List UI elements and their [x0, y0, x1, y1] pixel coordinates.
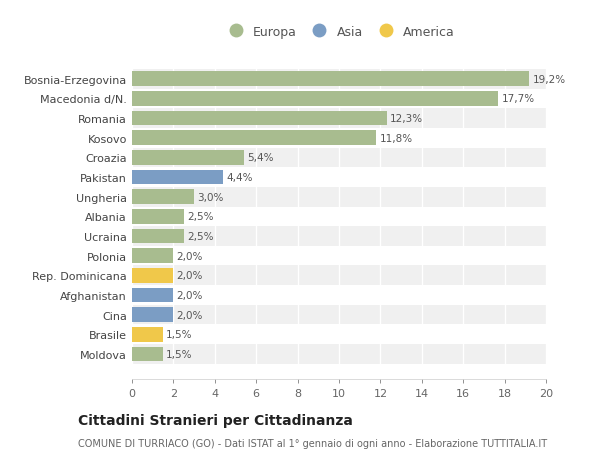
- Text: 17,7%: 17,7%: [502, 94, 535, 104]
- Bar: [132, 227, 546, 246]
- Bar: [132, 325, 546, 344]
- Text: 12,3%: 12,3%: [390, 114, 423, 124]
- Bar: [132, 170, 223, 185]
- Bar: [132, 229, 184, 244]
- Text: 2,0%: 2,0%: [176, 271, 203, 281]
- Bar: [132, 209, 184, 224]
- Text: Cittadini Stranieri per Cittadinanza: Cittadini Stranieri per Cittadinanza: [78, 414, 353, 428]
- Text: 5,4%: 5,4%: [247, 153, 274, 163]
- Bar: [132, 344, 546, 364]
- Legend: Europa, Asia, America: Europa, Asia, America: [223, 26, 455, 39]
- Bar: [132, 207, 546, 227]
- Text: 1,5%: 1,5%: [166, 349, 193, 359]
- Text: 2,5%: 2,5%: [187, 231, 214, 241]
- Bar: [132, 285, 546, 305]
- Bar: [132, 190, 194, 205]
- Bar: [132, 249, 173, 263]
- Text: 19,2%: 19,2%: [533, 75, 566, 84]
- Bar: [132, 72, 529, 87]
- Bar: [132, 187, 546, 207]
- Text: 1,5%: 1,5%: [166, 330, 193, 340]
- Bar: [132, 269, 173, 283]
- Bar: [132, 90, 546, 109]
- Bar: [132, 288, 173, 302]
- Bar: [132, 112, 386, 126]
- Text: 2,0%: 2,0%: [176, 310, 203, 320]
- Bar: [132, 347, 163, 362]
- Text: 3,0%: 3,0%: [197, 192, 224, 202]
- Bar: [132, 131, 376, 146]
- Bar: [132, 148, 546, 168]
- Bar: [132, 129, 546, 148]
- Bar: [132, 266, 546, 285]
- Text: COMUNE DI TURRIACO (GO) - Dati ISTAT al 1° gennaio di ogni anno - Elaborazione T: COMUNE DI TURRIACO (GO) - Dati ISTAT al …: [78, 438, 547, 448]
- Text: 11,8%: 11,8%: [379, 134, 412, 143]
- Bar: [132, 168, 546, 187]
- Bar: [132, 70, 546, 90]
- Bar: [132, 109, 546, 129]
- Bar: [132, 327, 163, 342]
- Text: 2,0%: 2,0%: [176, 251, 203, 261]
- Text: 4,4%: 4,4%: [226, 173, 253, 183]
- Bar: [132, 92, 499, 106]
- Text: 2,5%: 2,5%: [187, 212, 214, 222]
- Bar: [132, 305, 546, 325]
- Text: 2,0%: 2,0%: [176, 291, 203, 300]
- Bar: [132, 151, 244, 165]
- Bar: [132, 246, 546, 266]
- Bar: [132, 308, 173, 322]
